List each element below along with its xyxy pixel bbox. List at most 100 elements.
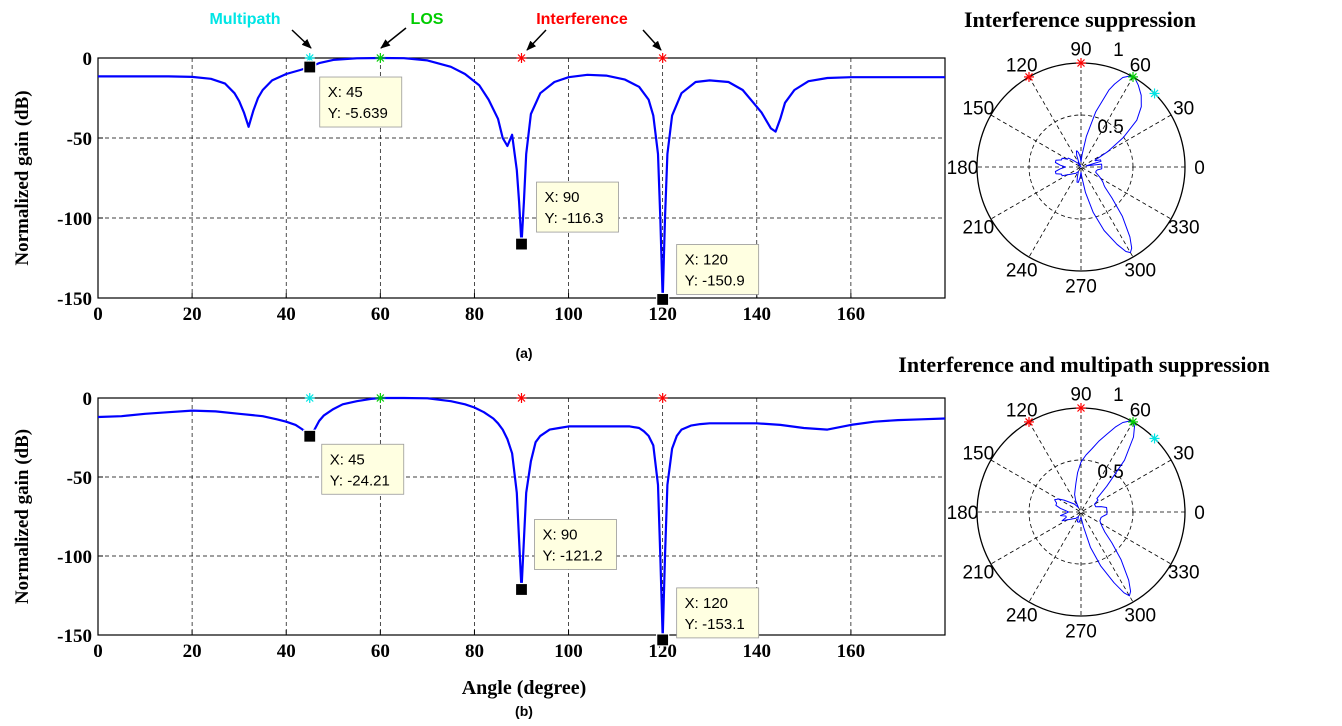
polar-angle-label-pb-6: 180: [947, 503, 979, 524]
datatip-box-a-2: [676, 244, 760, 295]
marker-multipath-b-0: [304, 393, 315, 403]
polar-marker-interference-pb-3: [1024, 416, 1034, 427]
datatip-x-a-2: X: 120: [685, 251, 728, 268]
ylabel-a: Normalized gain (dB): [12, 90, 33, 265]
polar-angle-label-pa-11: 330: [1168, 217, 1200, 238]
polar-title-b: Interference and multipath suppression: [898, 352, 1269, 377]
polar-panel-a: 0 30 60 90 120 150 180 210 240 270 300 330 0.5 1: [947, 39, 1205, 297]
datatip-point-a-1: [514, 237, 529, 251]
xtick-label-a-5: 100: [554, 304, 583, 325]
xtick-label-b-4: 80: [465, 641, 484, 662]
xlabel-b: Angle (degree): [462, 677, 587, 699]
xtick-label-b-8: 160: [837, 641, 866, 662]
ylabel-b: Normalized gain (dB): [12, 429, 33, 604]
xtick-label-a-8: 160: [837, 304, 866, 325]
datatip-x-b-0: X: 45: [330, 451, 365, 468]
polar-angle-label-pb-4: 120: [1006, 400, 1038, 421]
polar-angle-label-pa-2: 60: [1130, 55, 1151, 76]
datatip-point-a-2: [656, 292, 670, 307]
polar-angle-label-pb-11: 330: [1168, 562, 1200, 583]
marker-interference-b-2: [516, 393, 527, 403]
polar-angle-label-pb-0: 0: [1194, 503, 1205, 524]
marker-los-a-1: [375, 53, 386, 63]
polar-angle-label-pb-3: 90: [1070, 384, 1091, 405]
xtick-label-a-4: 80: [465, 304, 484, 325]
caption-b: (b): [515, 703, 533, 719]
xtick-label-a-3: 60: [371, 304, 390, 325]
marker-interference-a-2: [516, 53, 527, 63]
polar-ring-half-pa: [1028, 114, 1134, 220]
arrow-interference-90: [526, 29, 547, 51]
polar-rtick-pb-0: 0.5: [1097, 462, 1123, 483]
axes-box-b: [97, 397, 946, 636]
ytick-label-a-0: 0: [83, 49, 93, 70]
datatip-point-b-1: [514, 582, 529, 597]
polar-angle-label-pa-5: 150: [962, 99, 994, 120]
datatip-y-b-1: Y: -121.2: [543, 547, 603, 564]
datatip-box-b-2: [676, 587, 760, 639]
polar-angle-label-pb-5: 150: [962, 444, 994, 465]
xtick-label-b-2: 40: [277, 641, 296, 662]
ytick-label-a-2: -100: [57, 209, 92, 230]
polar-marker-interference-pa-3: [1024, 71, 1034, 82]
datatip-point-a-0: [303, 60, 317, 74]
arrow-los: [380, 27, 407, 49]
polar-angle-label-pb-7: 210: [962, 562, 994, 583]
datatip-x-b-1: X: 90: [543, 526, 578, 543]
xtick-label-a-7: 140: [743, 304, 772, 325]
ytick-label-b-2: -100: [57, 547, 92, 568]
polar-panel-b: 0 30 60 90 120 150 180 210 240 270 300 330 0.5 1: [947, 384, 1205, 642]
polar-angle-label-pb-1: 30: [1173, 444, 1194, 465]
datatip-x-b-2: X: 120: [685, 595, 728, 612]
xtick-label-a-2: 40: [277, 304, 296, 325]
xtick-label-a-0: 0: [93, 304, 103, 325]
polar-marker-interference-pb-2: [1076, 403, 1086, 413]
polar-angle-label-pa-0: 0: [1194, 158, 1205, 179]
xtick-label-a-6: 120: [648, 304, 677, 325]
marker-interference-b-3: [657, 393, 668, 403]
polar-rtick-pb-1: 1: [1113, 385, 1124, 406]
caption-a: (a): [515, 345, 532, 361]
axes-box-a: [97, 57, 946, 299]
panel-a: 0 20 40 60 80 100 120 140 160 0 -50 -100 -150 Normali…: [12, 49, 946, 325]
polar-marker-los-pa-1: [1128, 71, 1138, 82]
xtick-label-b-0: 0: [93, 641, 103, 662]
datatip-point-b-2: [656, 633, 670, 647]
datatip-x-a-1: X: 90: [545, 189, 580, 206]
polar-rtick-pa-0: 0.5: [1097, 117, 1123, 138]
ytick-label-a-3: -150: [57, 289, 92, 310]
datatip-box-b-0: [321, 443, 405, 495]
polar-series-pb-0: [1054, 420, 1135, 597]
annotation-los: LOS: [411, 11, 444, 28]
polar-angle-label-pb-8: 240: [1006, 606, 1038, 627]
datatip-y-a-0: Y: -5.639: [328, 105, 388, 122]
panel-b: 0 20 40 60 80 100 120 140 160 0 -50 -100 -150 Normali…: [12, 389, 946, 662]
polar-angle-label-pb-9: 270: [1065, 622, 1097, 643]
ytick-label-b-3: -150: [57, 626, 92, 647]
datatip-y-b-0: Y: -24.21: [330, 472, 390, 489]
polar-marker-multipath-pa-0: [1149, 88, 1160, 99]
datatip-y-b-2: Y: -153.1: [685, 616, 745, 633]
polar-marker-multipath-pb-0: [1149, 433, 1160, 444]
polar-angle-label-pb-2: 60: [1130, 400, 1151, 421]
polar-angle-label-pa-3: 90: [1070, 39, 1091, 60]
xtick-label-b-6: 120: [648, 641, 677, 662]
polar-series-pa-0: [1054, 75, 1142, 254]
series-line-a-0: [98, 56, 945, 301]
polar-angle-label-pa-6: 180: [947, 158, 979, 179]
xtick-label-b-5: 100: [554, 641, 583, 662]
polar-angle-label-pa-8: 240: [1006, 261, 1038, 282]
arrow-interference-120: [642, 29, 662, 51]
marker-interference-a-3: [657, 53, 668, 63]
datatip-point-b-0: [303, 429, 317, 443]
polar-angle-label-pa-9: 270: [1065, 277, 1097, 298]
polar-title-a: Interference suppression: [964, 7, 1196, 32]
ytick-label-a-1: -50: [67, 129, 92, 150]
polar-ring-half-pb: [1028, 459, 1134, 565]
polar-angle-label-pa-1: 30: [1173, 99, 1194, 120]
datatip-box-a-0: [319, 76, 403, 128]
datatip-x-a-0: X: 45: [328, 84, 363, 101]
datatip-y-a-1: Y: -116.3: [545, 210, 604, 227]
